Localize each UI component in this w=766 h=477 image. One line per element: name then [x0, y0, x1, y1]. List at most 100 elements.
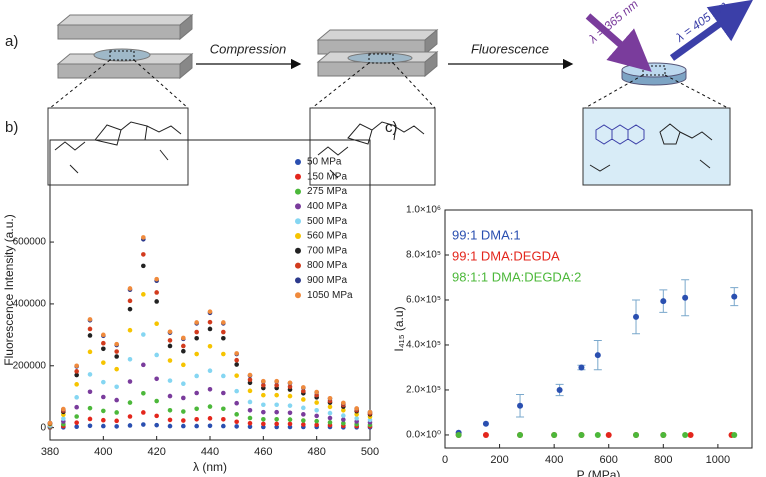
data-point [101, 379, 106, 385]
data-point [127, 423, 133, 428]
data-point [181, 348, 186, 354]
data-point [101, 394, 106, 400]
data-point [234, 419, 239, 425]
data-point [221, 320, 226, 325]
data-point [101, 340, 106, 346]
molecule-box [582, 107, 731, 186]
x-tick-label: 380 [41, 446, 59, 458]
data-point [74, 424, 79, 430]
anthracene [595, 124, 645, 145]
data-point [247, 377, 253, 382]
data-point [101, 332, 106, 338]
data-point [87, 326, 93, 332]
data-point [274, 378, 279, 384]
y-tick-label: 2.0×10⁵ [406, 385, 441, 396]
legend-label: 400 MPa [307, 201, 347, 212]
data-point [314, 400, 319, 405]
data-point [221, 423, 226, 429]
zoom-line [133, 59, 189, 109]
molecule-box [47, 107, 189, 186]
data-point [194, 373, 199, 379]
data-point [327, 420, 333, 425]
legend-marker [295, 173, 301, 180]
data-point [87, 405, 93, 411]
data-point [341, 413, 346, 418]
data-point [74, 382, 79, 387]
molecule [54, 121, 182, 174]
legend-label: 700 MPa [307, 245, 347, 256]
y-tick-label: 4.0×10⁵ [406, 340, 441, 351]
data-point [114, 341, 119, 347]
zoom-line [49, 59, 111, 109]
data-point [455, 431, 462, 438]
data-point [287, 410, 293, 416]
legend-label: 275 MPa [307, 186, 347, 197]
data-point [181, 395, 186, 401]
data-point [194, 335, 199, 341]
data-point [181, 343, 186, 349]
data-point [341, 400, 346, 406]
data-point [234, 412, 239, 417]
data-point [660, 431, 667, 438]
x-tick-label: 800 [654, 454, 672, 466]
legend-label: 150 MPa [307, 171, 347, 182]
data-point [482, 431, 489, 438]
press [56, 13, 194, 80]
data-point [181, 381, 186, 387]
data-point [114, 384, 119, 390]
data-point [207, 326, 213, 332]
data-point [261, 409, 266, 415]
data-point [731, 431, 738, 438]
data-point [167, 408, 173, 413]
data-point [274, 421, 279, 427]
data-point [287, 417, 293, 422]
data-point [687, 431, 694, 438]
data-point [194, 351, 199, 357]
data-point [221, 351, 226, 357]
data-point [154, 413, 159, 419]
zoom-line [584, 74, 644, 109]
data-point [287, 421, 293, 427]
data-point [127, 286, 133, 291]
data-point [114, 349, 119, 354]
data-point [287, 380, 293, 386]
data-point [247, 415, 253, 421]
data-point [207, 386, 213, 392]
data-point [482, 420, 489, 427]
data-point [141, 235, 146, 240]
data-point [181, 335, 186, 341]
data-point [221, 416, 226, 422]
plot-frame [444, 209, 753, 449]
y-tick-label: 8.0×10⁵ [406, 250, 441, 261]
data-point [74, 395, 79, 400]
y-tick-label: 600000 [13, 237, 47, 248]
data-point [127, 379, 133, 384]
data-point [194, 329, 199, 335]
legend-marker [295, 233, 301, 239]
data-point [301, 397, 306, 402]
data-point [274, 416, 279, 422]
data-point [181, 423, 186, 429]
data-point [301, 422, 306, 427]
data-point [234, 351, 239, 356]
legend-marker [295, 218, 301, 225]
data-point [114, 410, 119, 415]
data-point [167, 417, 173, 423]
data-point [167, 329, 173, 335]
data-point [247, 424, 253, 430]
x-tick-label: 600 [600, 454, 618, 466]
panel-label: c) [385, 119, 398, 136]
panel-a: a) Compression Fluorescence [5, 0, 754, 186]
data-point [594, 352, 601, 359]
x-axis-title: λ (nm) [193, 460, 227, 474]
data-point [154, 299, 159, 304]
data-point [154, 352, 159, 358]
legend-label: 1050 MPa [307, 290, 353, 301]
panel-label: a) [5, 33, 18, 50]
data-point [141, 263, 146, 269]
legend-label: 800 MPa [307, 260, 347, 271]
x-tick-label: 440 [201, 446, 219, 458]
x-tick-label: 500 [361, 446, 379, 458]
data-point [101, 417, 106, 423]
